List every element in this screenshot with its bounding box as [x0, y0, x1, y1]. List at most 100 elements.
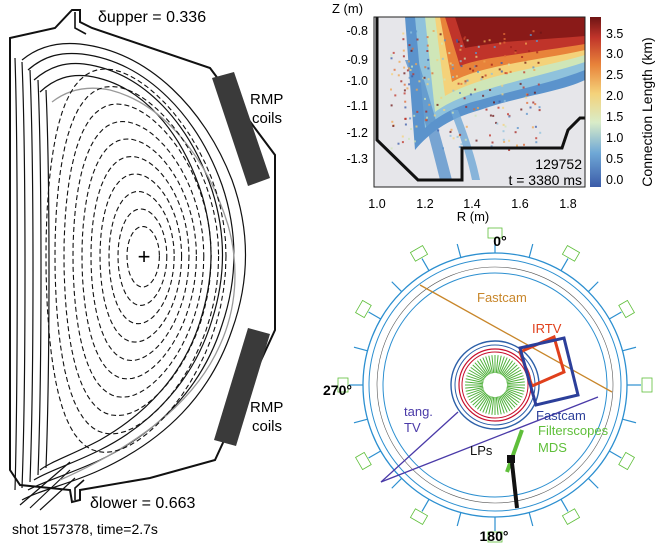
- heat-region: [455, 17, 585, 48]
- coil-winding: [476, 360, 489, 376]
- heat-region: [539, 31, 542, 34]
- heat-region: [499, 42, 502, 45]
- heat-region: [493, 101, 495, 104]
- colorbar-tick: 1.0: [606, 131, 623, 145]
- coil-winding: [465, 385, 484, 389]
- coil-winding: [505, 389, 523, 398]
- coil-winding: [491, 396, 495, 415]
- heat-region: [416, 110, 419, 113]
- heat-region: [484, 74, 487, 77]
- divertor-wall: [375, 17, 585, 182]
- vessel-port: [353, 346, 368, 352]
- heat-region: [432, 30, 435, 32]
- coil-winding: [474, 362, 488, 377]
- heat-region: [523, 143, 525, 146]
- heat-region: [503, 41, 506, 44]
- heat-region: [533, 69, 536, 71]
- heat-region: [415, 88, 418, 91]
- coil-winding: [506, 381, 525, 385]
- vessel-ring: [337, 227, 653, 543]
- heat-region: [485, 108, 488, 111]
- open-flux-lines: [14, 42, 247, 511]
- heat-region: [469, 67, 472, 70]
- heat-region: [465, 125, 468, 128]
- heat-region: [508, 149, 511, 151]
- heat-region: [490, 145, 493, 148]
- angle-270-label: 270°: [323, 382, 352, 398]
- heat-region: [464, 138, 467, 141]
- heat-region: [477, 45, 480, 48]
- heat-region: [426, 116, 428, 119]
- heat-region: [528, 50, 531, 53]
- heat-region: [425, 110, 428, 113]
- heat-region: [495, 121, 498, 124]
- heat-region: [430, 122, 433, 124]
- heat-region: [390, 147, 393, 150]
- colorbar-tick: 0.5: [606, 152, 623, 166]
- heat-region: [526, 93, 529, 96]
- heat-region: [475, 139, 478, 142]
- heat-region: [406, 87, 409, 90]
- heat-region: [449, 134, 452, 137]
- heat-region: [502, 130, 505, 133]
- colorbar: [590, 17, 601, 187]
- rmp-coil-lower: [214, 328, 270, 446]
- heat-region: [500, 70, 503, 73]
- heat-region: [402, 38, 405, 41]
- flux-surface: [99, 173, 183, 343]
- heat-region: [538, 109, 541, 112]
- port-coil: [355, 451, 372, 471]
- heat-region: [529, 106, 532, 109]
- coil-winding: [500, 395, 511, 412]
- coil-winding: [468, 390, 485, 401]
- vessel-port: [421, 499, 430, 512]
- heat-region: [527, 41, 530, 44]
- heat-region: [460, 82, 463, 85]
- coil-winding: [504, 366, 520, 379]
- mds-sightline: [505, 429, 524, 473]
- coil-winding: [467, 372, 485, 381]
- heat-region: [498, 68, 501, 71]
- heat-region: [402, 32, 405, 35]
- heat-region: [503, 140, 506, 143]
- rmp-upper-label-2: coils: [252, 110, 282, 127]
- vessel-port: [368, 311, 381, 320]
- heat-region: [426, 36, 429, 39]
- vessel-port: [391, 281, 403, 293]
- y-tick: -0.9: [346, 53, 368, 67]
- heat-region: [487, 46, 490, 49]
- heat-region: [509, 70, 512, 73]
- heat-region: [464, 80, 467, 83]
- heat-region: [505, 72, 508, 75]
- x-tick: 1.2: [416, 197, 433, 211]
- filterscopes-label: Filterscopes: [538, 423, 609, 438]
- heat-region: [480, 78, 483, 81]
- heat-region: [449, 62, 452, 65]
- mds-label: MDS: [538, 440, 567, 455]
- coil-winding: [485, 396, 492, 414]
- coil-winding: [505, 372, 523, 381]
- heat-region: [392, 51, 395, 54]
- delta-lower-label: δlower = 0.663: [90, 495, 196, 512]
- heat-region: [409, 69, 412, 71]
- coil-winding: [499, 357, 508, 375]
- coil-winding: [485, 356, 492, 374]
- heat-region: [410, 128, 412, 130]
- heat-region: [538, 106, 541, 109]
- heat-region: [476, 107, 479, 109]
- flux-surface: [90, 155, 190, 362]
- coil-winding: [499, 395, 508, 413]
- delta-upper-label: δupper = 0.336: [98, 9, 206, 26]
- heat-region: [422, 77, 425, 80]
- flux-surface: [45, 68, 227, 453]
- heat-region: [443, 78, 446, 81]
- heat-region: [390, 88, 392, 91]
- port-coil: [618, 451, 635, 471]
- heat-region: [427, 78, 430, 81]
- heat-region: [514, 51, 517, 54]
- vessel-port: [391, 477, 403, 489]
- heat-region: [539, 131, 542, 134]
- connection-length-heatmap: [390, 17, 585, 180]
- coil-winding: [495, 355, 499, 374]
- port-coil: [409, 508, 429, 525]
